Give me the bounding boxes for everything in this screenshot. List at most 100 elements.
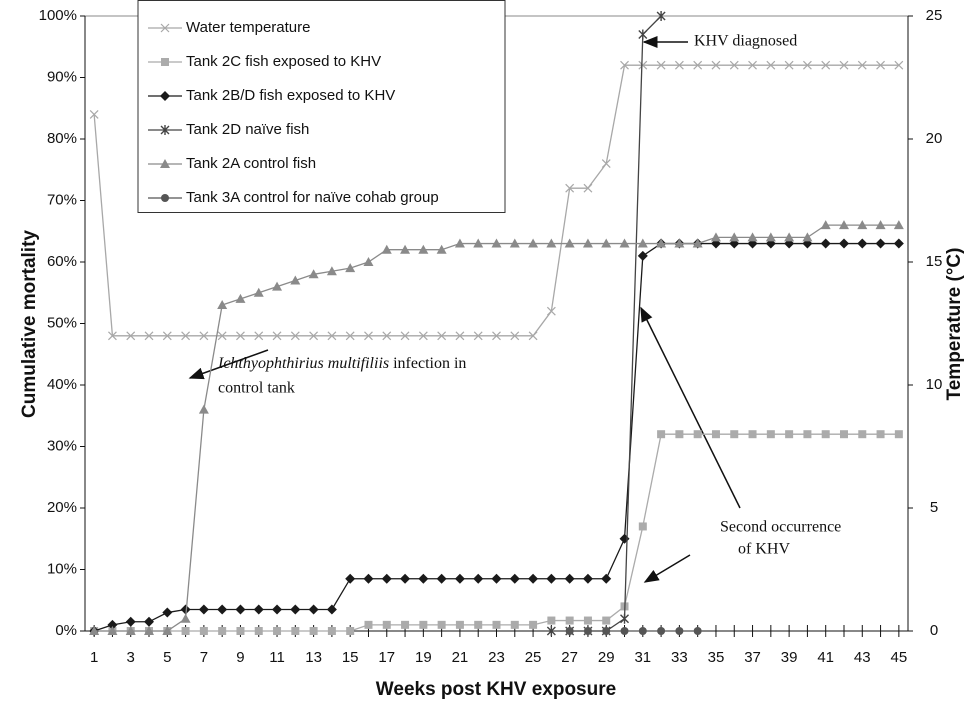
marker [198, 404, 209, 414]
marker [546, 573, 557, 584]
marker [839, 60, 849, 70]
marker [418, 331, 428, 341]
series-line [93, 242, 899, 632]
marker [162, 331, 172, 341]
marker [803, 430, 812, 439]
marker [747, 232, 758, 242]
marker [491, 238, 502, 248]
y-tick-label: 0% [55, 622, 77, 639]
marker [253, 287, 264, 297]
marker [290, 275, 301, 285]
x-tick-label: 45 [891, 649, 908, 666]
marker [583, 183, 593, 193]
marker [418, 573, 429, 584]
marker [181, 331, 191, 341]
y-tick-label: 40% [47, 376, 77, 393]
marker [217, 331, 227, 341]
marker [253, 604, 264, 615]
y-tick-label: 90% [47, 68, 77, 85]
marker [290, 331, 300, 341]
marker [272, 331, 282, 341]
marker [675, 627, 684, 635]
series-line [551, 15, 662, 632]
marker [126, 331, 136, 341]
legend-box [137, 0, 506, 213]
y-tick-label: 70% [47, 191, 77, 208]
annotation: of KHV [738, 541, 790, 558]
marker [565, 183, 575, 193]
y2-tick-label: 5 [930, 499, 938, 516]
marker [692, 238, 703, 248]
legend-label: Tank 2D naïve fish [186, 121, 309, 138]
marker [400, 331, 410, 341]
marker [327, 331, 337, 341]
marker [620, 613, 630, 624]
legend-label: Water temperature [186, 19, 311, 36]
marker [730, 430, 739, 439]
marker [547, 616, 556, 625]
marker [638, 522, 647, 531]
y2-axis-title: Temperature (°C) [944, 248, 965, 401]
arrow [640, 306, 741, 509]
marker [857, 220, 868, 230]
marker [546, 626, 556, 636]
marker [418, 244, 429, 254]
marker [273, 627, 282, 635]
y2-tick-label: 10 [926, 376, 943, 393]
marker [893, 220, 904, 230]
marker [857, 60, 867, 70]
x-tick-label: 35 [708, 649, 725, 666]
marker [436, 244, 447, 254]
marker [729, 232, 740, 242]
x-tick-label: 9 [236, 649, 244, 666]
marker [529, 620, 538, 629]
marker [160, 23, 170, 33]
x-tick-label: 27 [561, 649, 578, 666]
marker [217, 604, 228, 615]
marker [235, 604, 246, 615]
x-tick-label: 25 [525, 649, 542, 666]
marker [674, 238, 685, 248]
marker [711, 60, 721, 70]
x-tick-label: 29 [598, 649, 615, 666]
marker [473, 331, 483, 341]
x-tick-label: 13 [305, 649, 322, 666]
y2-tick-label: 20 [926, 130, 943, 147]
marker [272, 281, 283, 291]
marker [254, 627, 263, 635]
marker [473, 573, 484, 584]
marker [218, 627, 227, 635]
marker [710, 232, 721, 242]
marker [802, 232, 813, 242]
marker [821, 60, 831, 70]
marker [144, 331, 154, 341]
marker [199, 331, 209, 341]
x-tick-label: 37 [744, 649, 761, 666]
marker [474, 620, 483, 629]
marker [436, 573, 447, 584]
marker [656, 60, 666, 70]
marker [509, 238, 520, 248]
marker [564, 238, 575, 248]
marker [528, 331, 538, 341]
marker [875, 220, 886, 230]
y-tick-label: 80% [47, 130, 77, 147]
marker [875, 238, 886, 249]
marker [419, 620, 428, 629]
marker [326, 604, 337, 615]
marker [583, 616, 592, 625]
marker [144, 626, 155, 635]
marker [637, 250, 648, 261]
marker [291, 627, 300, 635]
marker [363, 573, 374, 584]
arrow [188, 349, 269, 380]
marker [236, 627, 245, 635]
marker [107, 626, 118, 635]
marker [125, 626, 136, 635]
x-tick-label: 7 [200, 649, 208, 666]
y-tick-label: 20% [47, 499, 77, 516]
marker [839, 430, 848, 439]
annotation: control tank [218, 380, 295, 397]
marker [638, 60, 648, 70]
